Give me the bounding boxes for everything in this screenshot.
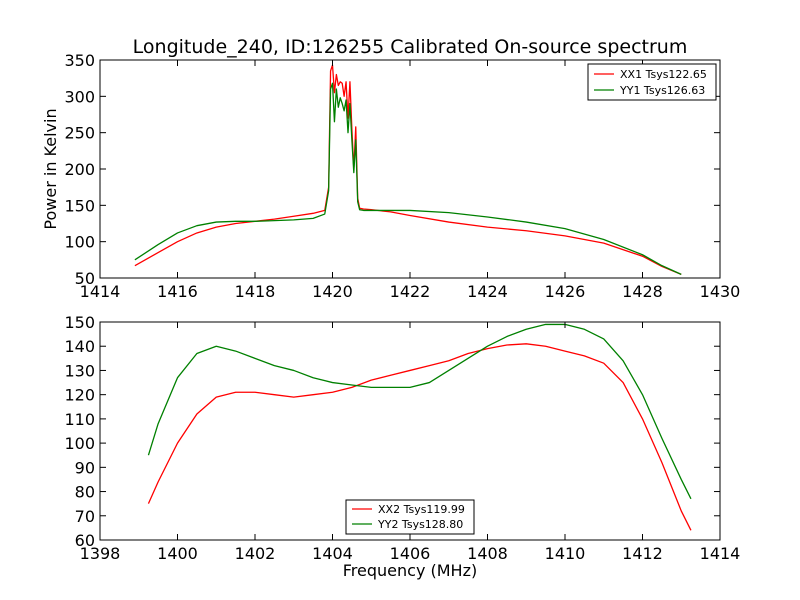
bottom-legend: XX2 Tsys119.99 YY2 Tsys128.80 [345, 499, 475, 535]
bottom-x-tick-label: 1410 [545, 544, 586, 563]
bottom-x-tick-label: 1404 [312, 544, 353, 563]
top-y-tick-label: 150 [64, 196, 95, 215]
top-x-tick-label: 1422 [390, 282, 431, 301]
top-y-tick-label: 350 [64, 51, 95, 70]
top-legend: XX1 Tsys122.65 YY1 Tsys126.63 [587, 63, 717, 101]
bottom-panel: 1398 1400 1402 1404 1406 1408 1410 1412 1414 60 70… [64, 313, 740, 580]
bottom-y-tick-label: 60 [75, 531, 95, 550]
bottom-legend-label-yy2: YY2 Tsys128.80 [377, 518, 463, 531]
top-legend-label-yy1: YY1 Tsys126.63 [619, 84, 705, 97]
bottom-x-axis-label: Frequency (MHz) [343, 561, 477, 580]
bottom-y-tick-label: 150 [64, 313, 95, 332]
bottom-x-tick-label: 1400 [157, 544, 198, 563]
bottom-plot-area [147, 323, 692, 531]
top-plot-area [134, 64, 682, 275]
bottom-y-tick-label: 140 [64, 337, 95, 356]
top-series-line-1 [134, 64, 682, 275]
bottom-x-tick-label: 1414 [700, 544, 741, 563]
bottom-x-tick-label: 1408 [467, 544, 508, 563]
top-x-tick-label: 1428 [622, 282, 663, 301]
top-y-tick-label: 50 [75, 269, 95, 288]
top-panel: 1414 1416 1418 1420 1422 1424 1426 1428 1430 50 10… [41, 51, 740, 301]
top-x-tick-label: 1418 [235, 282, 276, 301]
bottom-x-tick-label: 1398 [80, 544, 121, 563]
bottom-y-tick-label: 130 [64, 361, 95, 380]
bottom-x-tick-label: 1402 [235, 544, 276, 563]
top-y-tick-label: 300 [64, 87, 95, 106]
top-y-tick-label: 100 [64, 233, 95, 252]
top-x-tick-label: 1414 [80, 282, 121, 301]
bottom-axis-ticks: 1398 1400 1402 1404 1406 1408 1410 1412 1414 60 70… [64, 313, 740, 563]
bottom-series-line-1 [147, 343, 692, 531]
bottom-x-tick-label: 1406 [390, 544, 431, 563]
top-y-axis-label: Power in Kelvin [41, 108, 60, 229]
bottom-x-tick-label: 1412 [622, 544, 663, 563]
bottom-y-tick-label: 110 [64, 410, 95, 429]
chart-title: Longitude_240, ID:126255 Calibrated On-s… [133, 36, 688, 58]
top-x-tick-label: 1416 [157, 282, 198, 301]
bottom-y-tick-label: 90 [75, 458, 95, 477]
top-series-line-2 [134, 82, 682, 275]
bottom-legend-box [345, 499, 475, 535]
bottom-series-line-2 [147, 323, 692, 500]
top-legend-box [587, 63, 717, 101]
bottom-legend-label-xx2: XX2 Tsys119.99 [378, 503, 465, 516]
top-axis-ticks: 1414 1416 1418 1420 1422 1424 1426 1428 1430 50 10… [64, 51, 740, 301]
bottom-y-tick-label: 100 [64, 434, 95, 453]
top-x-tick-label: 1420 [312, 282, 353, 301]
top-x-tick-label: 1424 [467, 282, 508, 301]
bottom-y-tick-label: 70 [75, 507, 95, 526]
bottom-y-tick-label: 120 [64, 386, 95, 405]
top-legend-label-xx1: XX1 Tsys122.65 [620, 68, 707, 81]
top-x-tick-label: 1430 [700, 282, 741, 301]
top-y-tick-label: 200 [64, 160, 95, 179]
top-x-tick-label: 1426 [545, 282, 586, 301]
bottom-y-tick-label: 80 [75, 483, 95, 502]
top-y-tick-label: 250 [64, 124, 95, 143]
